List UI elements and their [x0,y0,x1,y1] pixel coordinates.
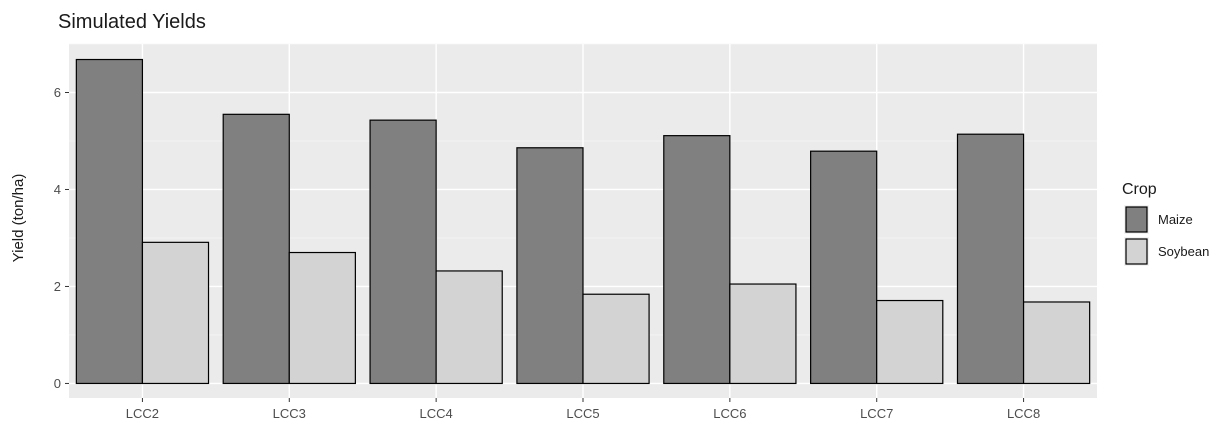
bar-maize-lcc4 [369,119,437,385]
x-tick-label: LCC2 [126,406,159,421]
legend-label-soybean: Soybean [1158,244,1209,259]
legend-swatch-soybean [1125,238,1148,265]
y-axis: 0 2 4 6 [54,85,69,391]
bar-soybean-lcc4 [435,270,503,385]
bar-maize-lcc6 [663,135,731,385]
y-tick-label: 6 [54,85,61,100]
x-tick-label: LCC6 [713,406,746,421]
legend: Crop Maize Soybean [1122,181,1209,266]
bar-soybean-lcc6 [729,283,797,385]
y-tick-label: 4 [54,182,61,197]
bar-maize-lcc8 [956,133,1025,385]
bar-soybean-lcc5 [582,293,650,385]
legend-title: Crop [1122,181,1157,198]
bar-soybean-lcc8 [1022,301,1091,385]
y-axis-title: Yield (ton/ha) [10,174,27,263]
legend-label-maize: Maize [1158,212,1193,227]
x-tick-label: LCC7 [860,406,893,421]
bar-maize-lcc3 [222,113,290,385]
bar-maize-lcc7 [810,150,878,385]
y-tick-label: 0 [54,376,61,391]
bar-soybean-lcc3 [288,251,356,385]
bar-maize-lcc5 [516,147,584,385]
bar-soybean-lcc2 [141,241,210,385]
bar-soybean-lcc7 [876,299,944,385]
legend-swatch-maize [1125,206,1148,233]
chart-title: Simulated Yields [58,11,206,33]
y-tick-label: 2 [54,279,61,294]
x-tick-label: LCC8 [1007,406,1040,421]
x-tick-label: LCC3 [273,406,306,421]
bar-maize-lcc2 [75,58,144,385]
bars [75,58,1091,385]
x-tick-label: LCC5 [566,406,599,421]
x-axis: LCC2 LCC3 LCC4 LCC5 LCC6 LCC7 LCC8 [126,398,1040,421]
x-tick-label: LCC4 [420,406,453,421]
